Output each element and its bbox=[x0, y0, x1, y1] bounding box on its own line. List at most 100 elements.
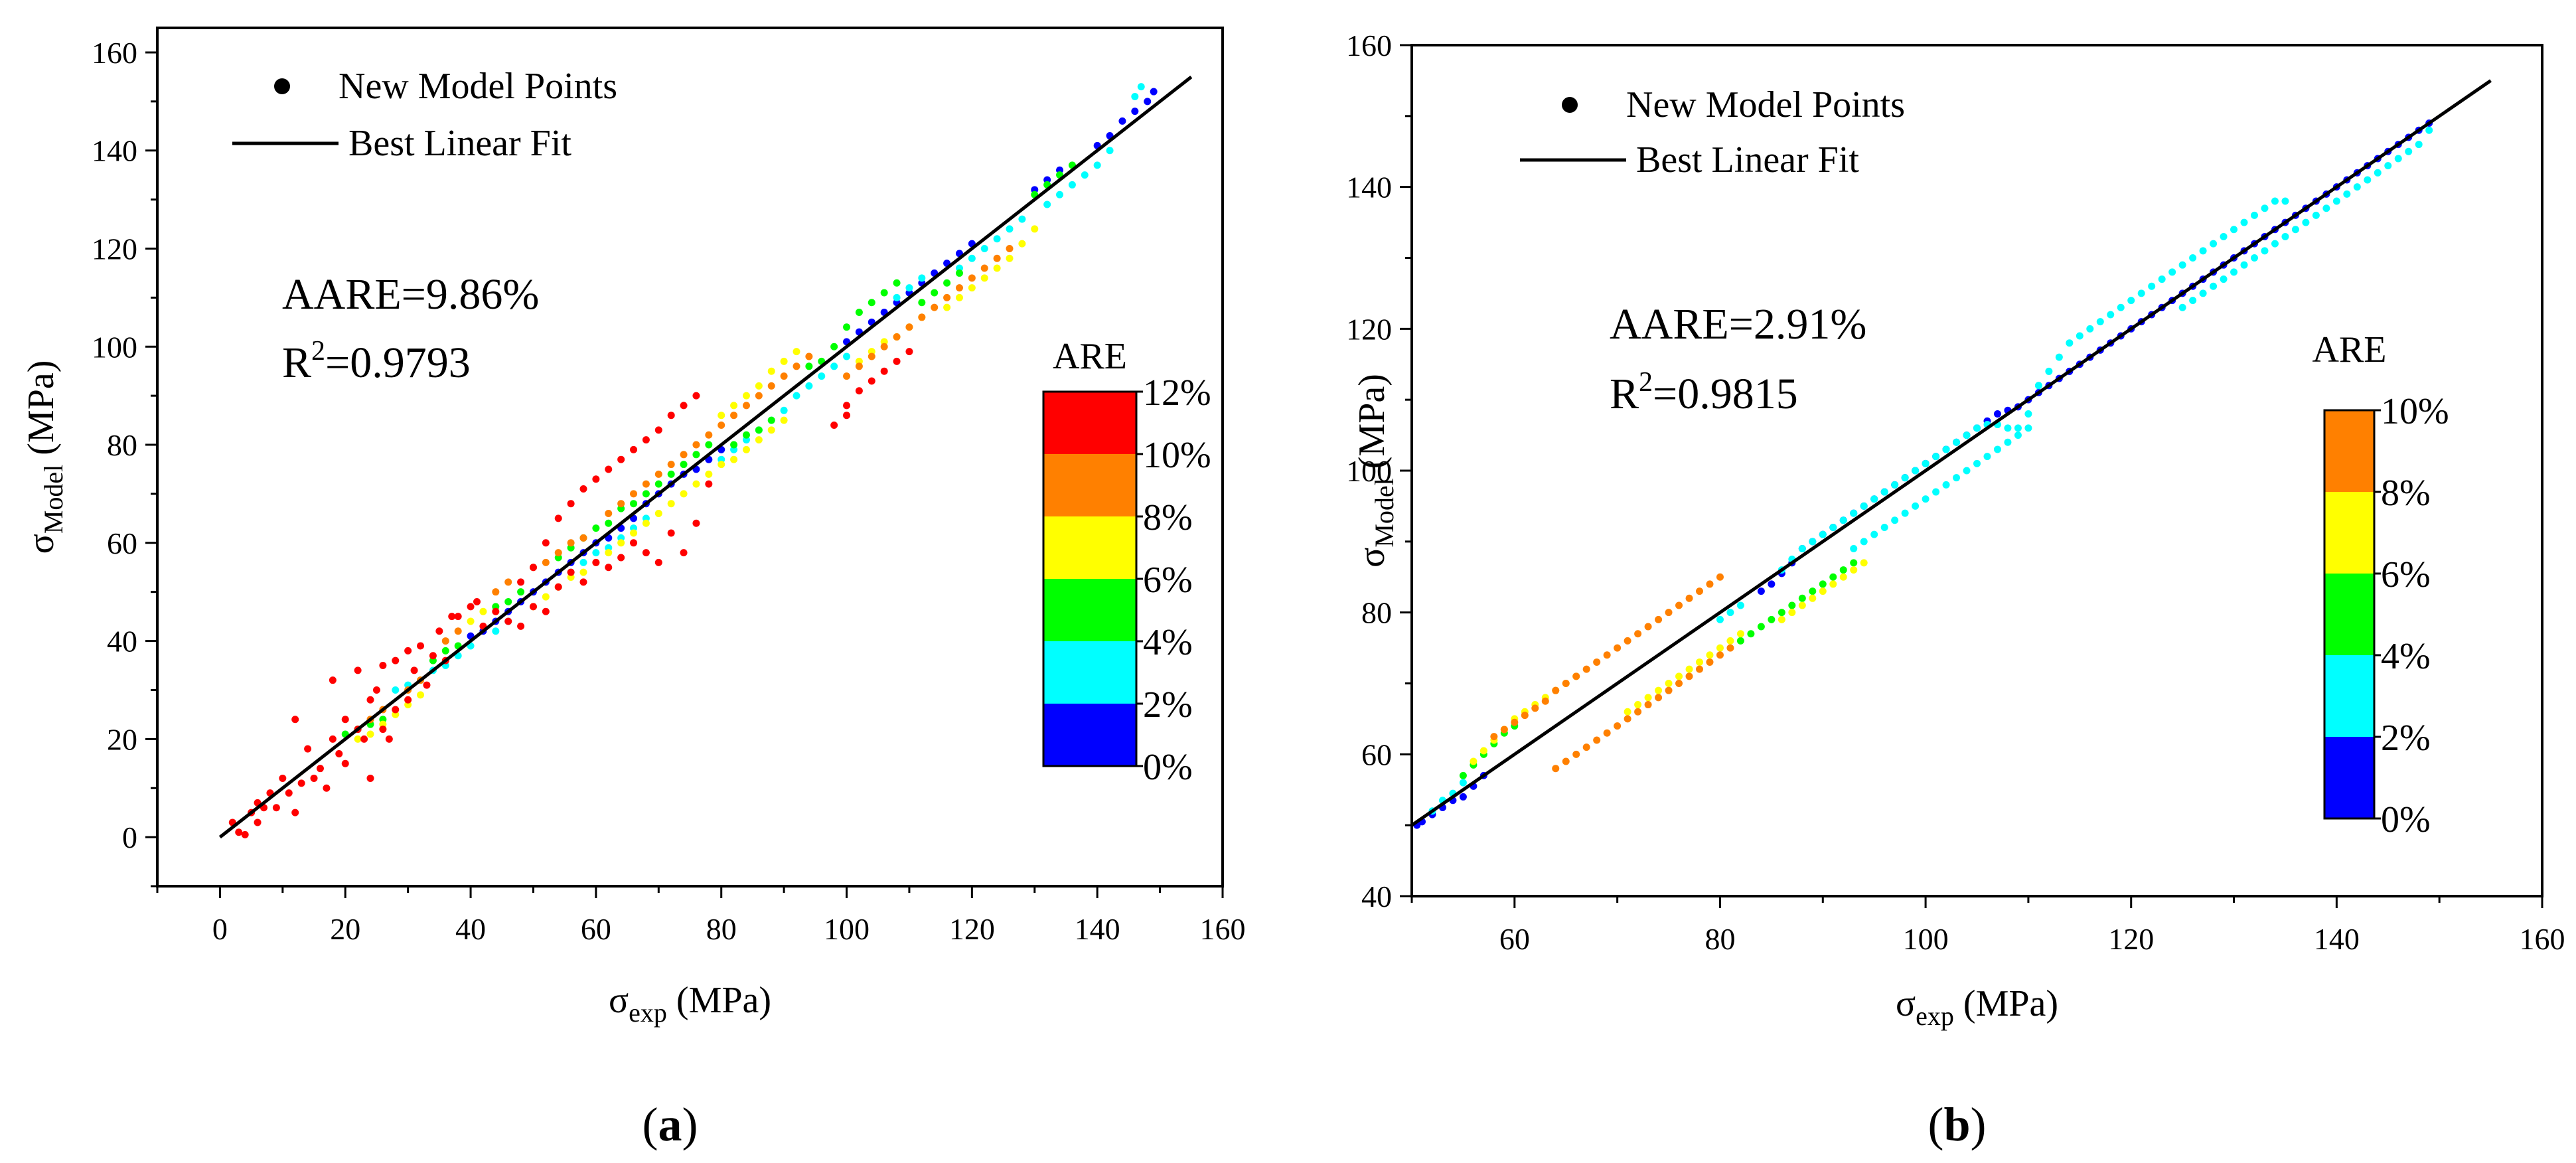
data-point bbox=[730, 441, 738, 449]
data-point bbox=[1768, 580, 1776, 588]
data-point bbox=[1131, 108, 1139, 116]
y-tick-label: 60 bbox=[107, 526, 137, 560]
data-point bbox=[1572, 750, 1580, 758]
data-point bbox=[1788, 609, 1796, 617]
data-point bbox=[667, 412, 675, 420]
data-point bbox=[830, 343, 838, 350]
colorbar-label: 4% bbox=[1143, 622, 1193, 663]
data-point bbox=[630, 445, 638, 453]
data-point bbox=[304, 745, 312, 753]
data-point bbox=[1973, 459, 1981, 467]
x-tick-label: 140 bbox=[1075, 912, 1120, 946]
data-point bbox=[1922, 459, 1930, 467]
data-point bbox=[880, 289, 888, 297]
data-point bbox=[1726, 644, 1734, 652]
colorbar-label: 0% bbox=[2381, 799, 2431, 840]
data-point bbox=[1665, 680, 1673, 687]
data-point bbox=[1006, 254, 1014, 262]
data-point bbox=[529, 603, 537, 611]
data-point bbox=[2199, 247, 2207, 255]
data-point bbox=[2312, 211, 2320, 219]
y-tick-label: 120 bbox=[92, 232, 137, 266]
data-point bbox=[1839, 566, 1847, 574]
data-point bbox=[2096, 318, 2104, 326]
data-point bbox=[1942, 445, 1950, 453]
data-point bbox=[360, 735, 368, 743]
data-point bbox=[366, 730, 374, 738]
data-point bbox=[955, 269, 963, 277]
data-point bbox=[918, 313, 926, 321]
data-point bbox=[705, 441, 713, 449]
colorbar-segment bbox=[2324, 410, 2374, 492]
data-point bbox=[2024, 410, 2032, 418]
y-tick-label: 160 bbox=[92, 36, 137, 70]
x-axis-title: σexp (MPa) bbox=[1896, 983, 2058, 1031]
data-point bbox=[1459, 793, 1467, 801]
data-point bbox=[1614, 644, 1622, 652]
data-point bbox=[454, 627, 462, 635]
colorbar-label: 2% bbox=[1143, 684, 1193, 726]
data-point bbox=[1521, 712, 1529, 720]
data-point bbox=[868, 352, 875, 360]
data-point bbox=[1901, 509, 1909, 517]
data-point bbox=[843, 402, 851, 410]
data-point bbox=[341, 716, 349, 724]
data-point bbox=[542, 539, 550, 547]
data-point bbox=[980, 264, 988, 272]
data-point bbox=[1839, 516, 1847, 524]
data-point bbox=[579, 558, 587, 566]
data-point bbox=[366, 774, 374, 782]
data-point bbox=[354, 666, 362, 674]
data-point bbox=[617, 539, 625, 547]
data-point bbox=[2332, 197, 2340, 205]
y-tick-label: 100 bbox=[92, 330, 137, 364]
data-point bbox=[1736, 630, 1744, 638]
data-point bbox=[642, 436, 650, 444]
data-point bbox=[385, 735, 393, 743]
data-point bbox=[323, 784, 331, 792]
data-point bbox=[492, 627, 500, 635]
data-point bbox=[2086, 325, 2094, 333]
data-point bbox=[1665, 686, 1673, 694]
data-point bbox=[579, 568, 587, 576]
data-point bbox=[2271, 240, 2279, 248]
data-point bbox=[742, 445, 750, 453]
data-point bbox=[993, 254, 1001, 262]
data-point bbox=[605, 564, 613, 572]
data-point bbox=[316, 765, 324, 773]
data-point bbox=[1695, 665, 1703, 673]
data-point bbox=[1726, 609, 1734, 617]
data-point bbox=[780, 416, 788, 424]
data-point bbox=[554, 583, 562, 591]
data-point bbox=[1757, 587, 1765, 595]
data-point bbox=[1788, 601, 1796, 609]
data-point bbox=[1624, 715, 1631, 723]
data-point bbox=[1655, 694, 1663, 702]
data-point bbox=[1747, 630, 1755, 638]
data-point bbox=[1695, 587, 1703, 595]
data-point bbox=[755, 382, 763, 390]
data-point bbox=[1922, 495, 1930, 503]
data-point bbox=[1582, 743, 1590, 751]
data-point bbox=[968, 274, 976, 282]
x-tick-label: 120 bbox=[2108, 922, 2154, 956]
data-point bbox=[1582, 665, 1590, 673]
data-point bbox=[755, 426, 763, 434]
colorbar-segment bbox=[2324, 574, 2374, 655]
data-point bbox=[272, 804, 280, 812]
data-point bbox=[1850, 545, 1858, 553]
data-point bbox=[1644, 694, 1652, 702]
data-point bbox=[1716, 573, 1724, 581]
data-point bbox=[542, 607, 550, 615]
data-point bbox=[1809, 594, 1817, 602]
data-point bbox=[492, 588, 500, 596]
data-point bbox=[705, 470, 713, 478]
data-point bbox=[692, 451, 700, 459]
data-point bbox=[2405, 147, 2413, 155]
data-point bbox=[1716, 644, 1724, 652]
data-point bbox=[279, 774, 287, 782]
data-point bbox=[1490, 733, 1498, 741]
colorbar-label: 10% bbox=[2381, 391, 2449, 432]
data-point bbox=[2107, 311, 2115, 319]
chart-panel-b: 60 80 100 120 140 160 40 60 80 100 120 140 160 New Mo… bbox=[1346, 29, 2565, 1151]
